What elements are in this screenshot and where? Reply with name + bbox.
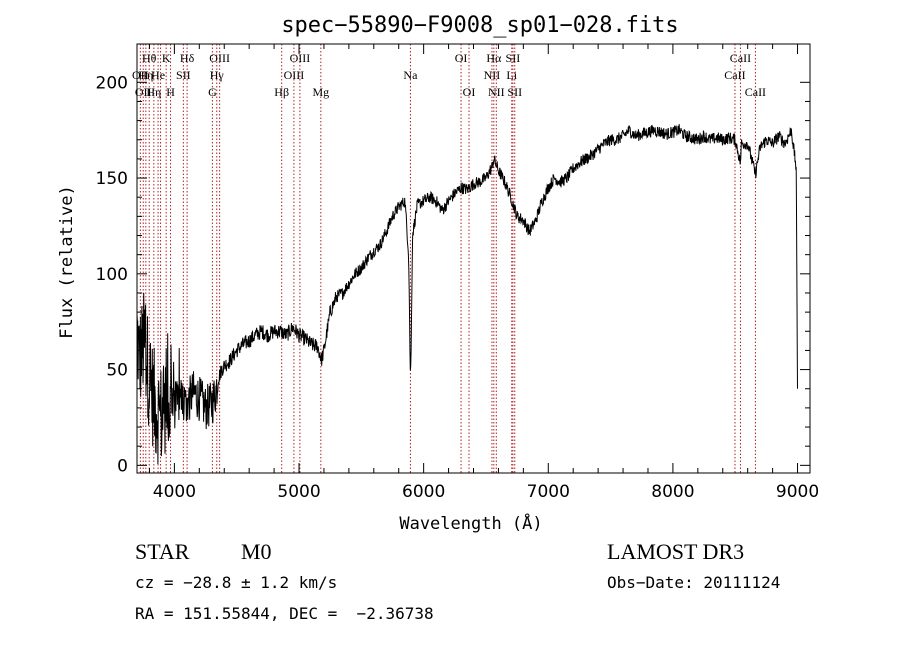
observation-date: Obs−Date: 20111124 [607,573,781,592]
line-label-23: NII [488,85,505,99]
emission-line-markers [139,44,756,473]
chart-title: spec−55890−F9008_sp01−028.fits [281,13,678,38]
x-tick-label-1: 5000 [277,482,320,502]
plot-frame [136,43,811,474]
coordinates: RA = 151.55844, DEC = −2.36738 [135,604,434,623]
line-label-8: H [166,85,175,99]
line-label-14: Hβ [274,85,289,99]
line-label-2: Hη [138,68,153,82]
line-label-11: G [208,85,217,99]
line-label-10: Hδ [180,51,195,65]
redshift-value: cz = −28.8 ± 1.2 km/s [135,573,338,592]
object-subclass: M0 [241,539,272,564]
line-label-1: OII [135,85,152,99]
line-label-16: OIII [290,51,311,65]
line-label-17: Mg [312,85,329,99]
line-label-5: He [151,68,165,82]
line-label-4: Hη [146,85,161,99]
line-label-3: Hθ [142,51,157,65]
line-label-24: Li [506,68,517,82]
x-tick-label-5: 9000 [776,482,819,502]
y-axis-label: Flux (relative) [57,185,77,339]
y-tick-label-4: 200 [96,73,128,93]
y-axis-ticks: 0 50 100 150 200 [96,73,810,476]
x-tick-label-0: 4000 [153,482,196,502]
emission-line-labels: OIIOIIHηHθHηHeKHSIIHδGHγOIIIHβOIIIOIIIMg… [132,51,766,99]
x-tick-label-2: 6000 [402,482,445,502]
line-label-7: K [162,51,171,65]
object-class: STAR [135,539,190,564]
line-label-13: OIII [209,51,230,65]
line-label-0: OII [132,68,149,82]
spectrum-line [136,124,798,465]
line-label-27: CaII [724,68,745,82]
line-label-28: CaII [730,51,751,65]
y-tick-label-3: 150 [96,169,128,189]
line-label-29: CaII [745,85,766,99]
x-axis-ticks: 4000 5000 6000 7000 8000 9000 [148,44,819,502]
line-label-18: Na [403,68,418,82]
line-label-9: SII [176,68,191,82]
line-label-25: SII [506,51,521,65]
line-label-20: OI [463,85,476,99]
line-label-26: SII [507,85,522,99]
x-axis-label: Wavelength (Å) [399,512,542,534]
y-tick-label-2: 100 [96,265,128,285]
line-label-15: OIII [284,68,305,82]
x-tick-label-3: 7000 [527,482,570,502]
line-label-12: Hγ [210,68,225,82]
line-label-19: OI [455,51,468,65]
survey-name: LAMOST DR3 [607,539,745,564]
x-tick-label-4: 8000 [651,482,694,502]
y-tick-label-1: 50 [106,361,128,381]
line-label-22: Hα [486,51,502,65]
line-label-21: NII [484,68,501,82]
y-tick-label-0: 0 [117,456,128,476]
